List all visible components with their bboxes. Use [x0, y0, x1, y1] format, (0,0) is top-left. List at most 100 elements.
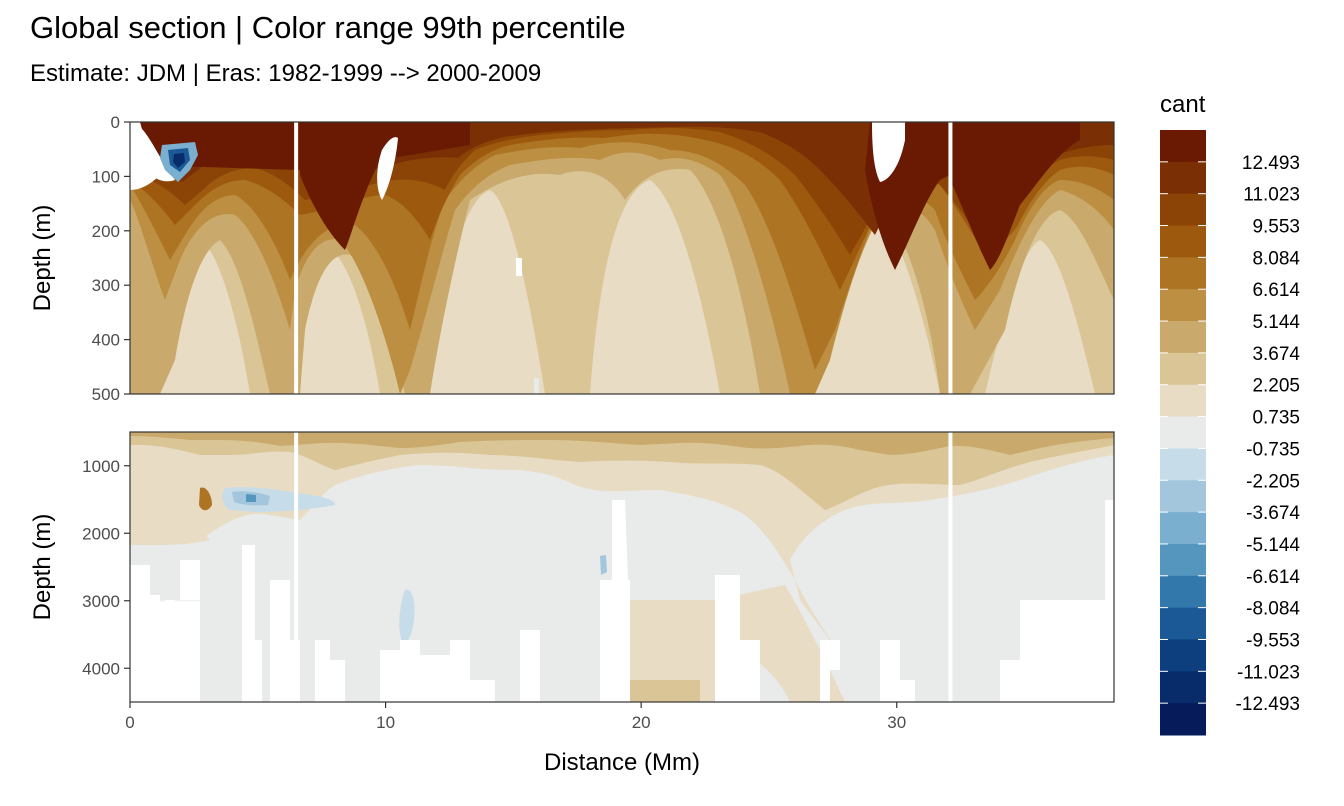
upper-panel: 0 100 200 300 400 500 Depth (m): [29, 113, 1115, 404]
lower-negative-drop: [399, 589, 415, 643]
legend-label: -5.144: [1246, 535, 1300, 556]
legend-label: -6.614: [1246, 567, 1300, 588]
upper-panel-border: [129, 121, 1115, 395]
lower-positive-speck: [199, 487, 212, 511]
legend-swatch: [1160, 703, 1206, 736]
lower-nodata-mid6: [600, 580, 630, 702]
legend-swatch: [1160, 543, 1206, 577]
section-gap: [294, 432, 299, 702]
legend-label: -12.493: [1236, 694, 1300, 715]
legend-label: 5.144: [1252, 312, 1300, 333]
legend-label: 12.493: [1242, 153, 1300, 174]
y-tick-label: 2000: [82, 524, 120, 543]
lower-block-left: [130, 470, 210, 545]
legend-swatch: [1160, 161, 1206, 195]
legend-swatch: [1160, 130, 1206, 163]
y-tick-label: 1000: [82, 457, 120, 476]
section-gap: [294, 122, 299, 394]
legend-labels: 12.493 11.023 9.553 8.084 6.614 5.144 3.674 2.2…: [1160, 153, 1300, 715]
lower-block-mid: [630, 600, 715, 702]
chart-subtitle: Estimate: JDM | Eras: 1982-1999 --> 2000…: [30, 60, 542, 87]
legend-title: cant: [1160, 91, 1206, 118]
legend-swatches: [1160, 130, 1206, 736]
upper-nodata-speck-1: [516, 258, 522, 276]
y-axis-label-upper: Depth (m): [29, 205, 56, 312]
legend-label: 9.553: [1252, 217, 1300, 238]
upper-negative-deep: [173, 153, 185, 168]
legend-swatch: [1160, 352, 1206, 386]
lower-nodata-mid8: [820, 640, 840, 702]
lower-nodata-mid2: [270, 580, 300, 702]
y-tick-label: 200: [92, 222, 120, 241]
lower-panel-field: [130, 432, 1114, 702]
lower-nodata-spike: [612, 500, 628, 580]
legend-label: 3.674: [1252, 344, 1300, 365]
y-tick-label: 4000: [82, 659, 120, 678]
lower-nodata-mid5: [520, 630, 540, 702]
lower-nodata-left: [130, 565, 200, 702]
lower-negative-streak-deep: [246, 494, 256, 502]
y-tick-label: 0: [111, 113, 120, 132]
legend-label: 0.735: [1252, 408, 1300, 429]
legend-swatch: [1160, 257, 1206, 290]
legend-swatch: [1160, 512, 1206, 545]
y-tick-label: 500: [92, 385, 120, 404]
legend-swatch: [1160, 321, 1206, 354]
upper-section-gaps: [294, 122, 953, 394]
x-axis: 0 10 20 30: [125, 702, 906, 732]
legend-label: -9.553: [1246, 630, 1300, 651]
lower-nodata-mid4: [380, 640, 495, 702]
legend-label: -3.674: [1246, 503, 1300, 524]
legend-label: -2.205: [1246, 471, 1300, 492]
section-gap: [948, 432, 953, 702]
legend-label: -0.735: [1246, 439, 1300, 460]
legend-label: 2.205: [1252, 376, 1300, 397]
legend-swatch: [1160, 480, 1206, 513]
legend-swatch: [1160, 384, 1206, 418]
upper-nodata-speck-2: [534, 378, 539, 394]
x-tick-label: 10: [376, 713, 395, 732]
lower-nodata-mid1: [242, 545, 262, 702]
upper-y-axis: 0 100 200 300 400 500: [92, 113, 130, 404]
chart-title: Global section | Color range 99th percen…: [30, 10, 626, 45]
y-axis-label-lower: Depth (m): [29, 514, 56, 621]
x-tick-label: 0: [125, 713, 134, 732]
x-tick-label: 30: [887, 713, 906, 732]
lower-nodata-mid7: [715, 575, 760, 702]
lower-block-mid-dark: [630, 680, 700, 702]
x-tick-label: 20: [632, 713, 651, 732]
y-tick-label: 100: [92, 167, 120, 186]
y-tick-label: 3000: [82, 592, 120, 611]
lower-nodata-mid3: [315, 640, 345, 702]
section-gap: [948, 122, 953, 394]
legend-swatch: [1160, 289, 1206, 322]
legend-swatch: [1160, 607, 1206, 640]
x-axis-label: Distance (Mm): [544, 749, 700, 776]
legend-label: -11.023: [1237, 662, 1300, 683]
legend-swatch: [1160, 639, 1206, 672]
legend-swatch: [1160, 671, 1206, 704]
y-tick-label: 300: [92, 276, 120, 295]
upper-nodata-right: [872, 122, 905, 182]
legend-swatch: [1160, 448, 1206, 481]
lower-block-right: [715, 585, 845, 702]
lower-field-band-2205: [130, 432, 1114, 510]
lower-panel: 1000 2000 3000 4000 0 10 20 30 Depth (m) Dista…: [29, 431, 1115, 776]
legend-label: 8.084: [1252, 248, 1300, 269]
legend-swatch: [1160, 416, 1206, 449]
legend-label: 6.614: [1252, 280, 1300, 301]
legend-label: 11.023: [1243, 185, 1300, 206]
lower-nodata-far-right: [1000, 500, 1114, 702]
legend-swatch: [1160, 225, 1206, 258]
upper-panel-field: [130, 122, 1114, 394]
legend: cant 12.493 11.023 9.553 8.084 6.614 5.144 3.6…: [1160, 91, 1300, 736]
legend-label: -8.084: [1246, 599, 1300, 620]
legend-swatch: [1160, 193, 1206, 227]
lower-section-gaps: [294, 432, 953, 702]
legend-swatch: [1160, 575, 1206, 609]
y-tick-label: 400: [92, 331, 120, 350]
lower-negative-drop-2: [600, 555, 607, 575]
upper-field-band-12493: [130, 122, 1080, 270]
